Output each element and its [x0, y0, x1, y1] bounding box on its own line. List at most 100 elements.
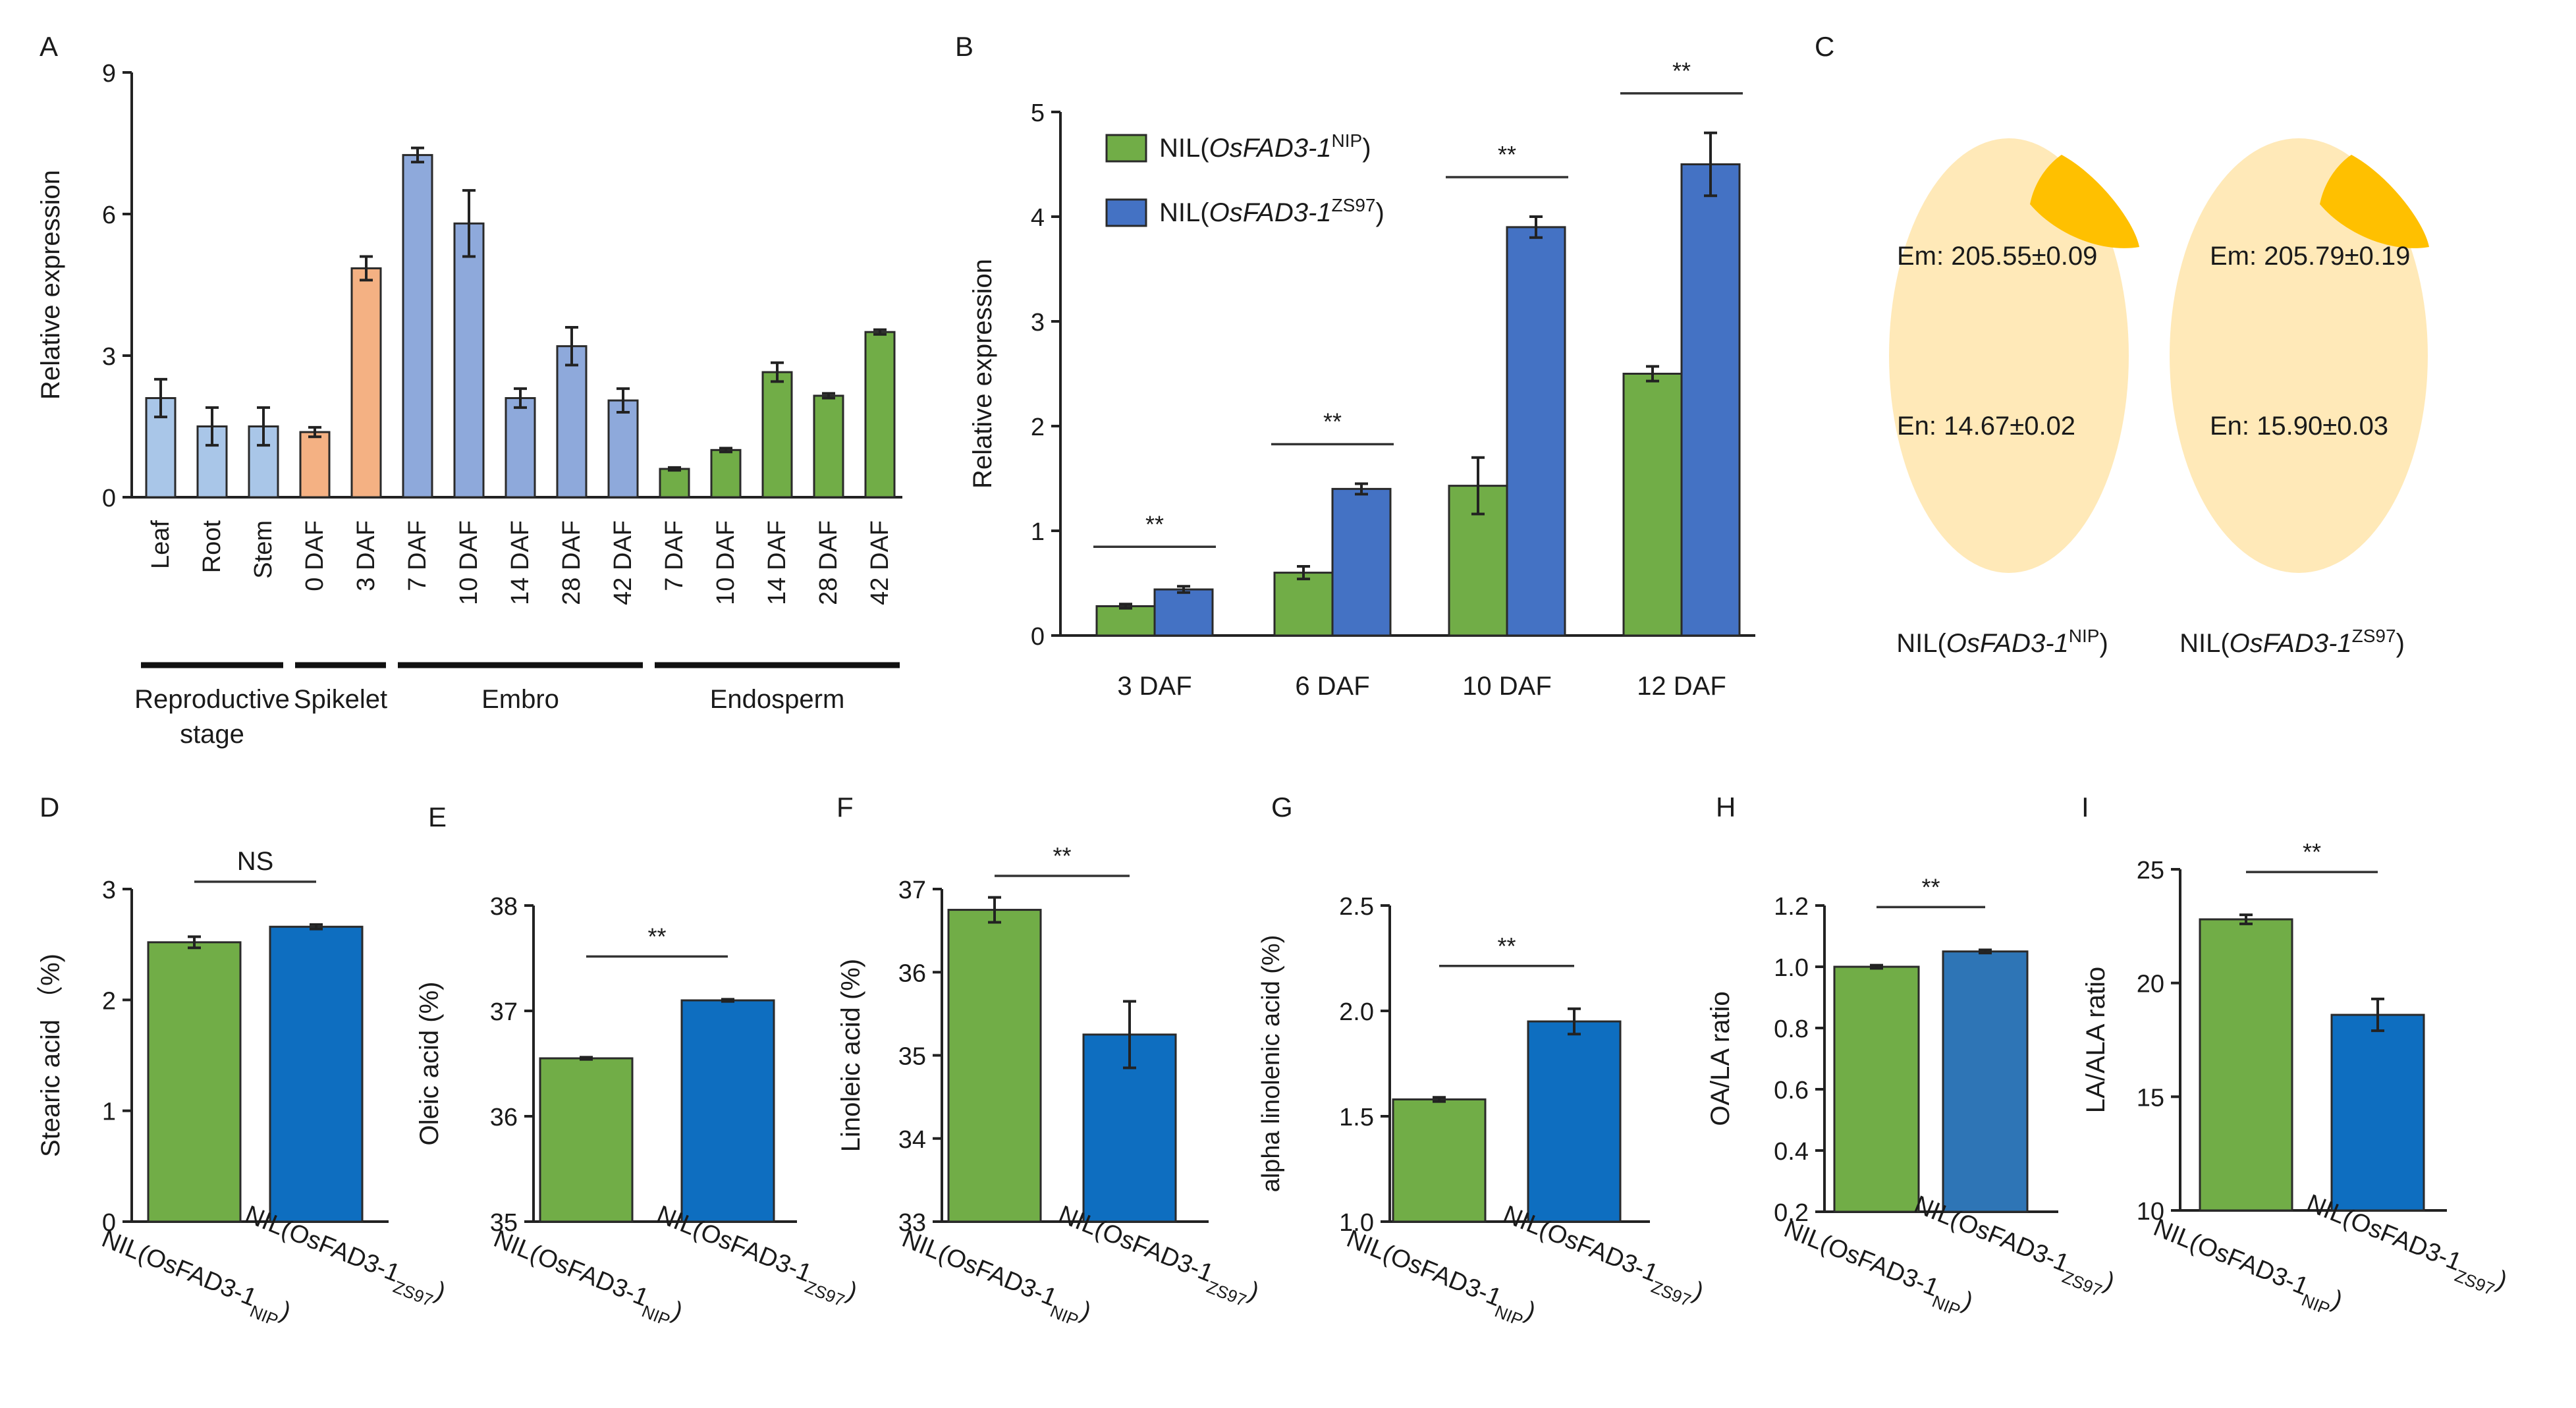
panel-e-bar	[539, 1057, 634, 1223]
panel-a-bar	[299, 431, 331, 499]
panel-a-x-tick-label: 28 DAF	[815, 520, 842, 605]
panel-b-bar	[1153, 588, 1214, 637]
panel-c-seed-label: NIL(OsFAD3-1ZS97)	[2179, 626, 2405, 659]
panel-i-y-tick-label: 25	[2137, 857, 2164, 884]
panel-f-y-tick-label: 33	[898, 1209, 926, 1237]
panel-f-x-tick-label: NIL(OsFAD3-1NIP)	[895, 1225, 1095, 1333]
panel-letter-f: F	[836, 792, 854, 823]
panel-letter-a: A	[40, 31, 58, 62]
panel-f-bar	[947, 909, 1042, 1223]
panel-b-significance: **	[1323, 408, 1342, 435]
panel-b-y-tick-label: 3	[1031, 309, 1045, 337]
panel-c-en-value: En: 14.67±0.02	[1897, 412, 2075, 441]
panel-h-y-tick-label: 0.8	[1774, 1015, 1809, 1043]
panel-c-em-value: Em: 205.55±0.09	[1897, 242, 2097, 271]
panel-b-legend-swatch	[1105, 198, 1147, 227]
panel-c-en-value: En: 15.90±0.03	[2210, 412, 2388, 441]
panel-b-x-tick-label: 10 DAF	[1462, 672, 1552, 701]
panel-d-y-tick-label: 3	[102, 877, 116, 904]
panel-b: 0 1 2 3 4 5 Relative expression 3 DAF ** 6 DAF ** 1…	[968, 57, 1755, 701]
panel-h-y-tick-label: 0.6	[1774, 1077, 1809, 1104]
panel-a-x-tick-label: 28 DAF	[558, 520, 586, 605]
panel-d-y-label: Stearic acid （%)	[36, 954, 65, 1157]
panel-e-x-tick-label: NIL(OsFAD3-1NIP)	[487, 1225, 686, 1333]
panel-g-significance: **	[1497, 933, 1516, 960]
panel-d-bar	[269, 925, 364, 1223]
panel-a-x-tick-label: Stem	[250, 520, 277, 579]
panel-g-x-tick-label: NIL(OsFAD3-1NIP)	[1340, 1225, 1539, 1333]
panel-letter-i: I	[2081, 792, 2089, 823]
panel-h-y-tick-label: 1.2	[1774, 893, 1809, 921]
panel-d-x-tick-label: NIL(OsFAD3-1NIP)	[95, 1225, 294, 1333]
panel-i-bar	[2199, 918, 2293, 1212]
panel-b-legend-label: NIL(OsFAD3-1ZS97)	[1159, 195, 1384, 228]
panel-e-y-tick-label: 35	[490, 1209, 518, 1237]
panel-h-y-tick-label: 0.2	[1774, 1199, 1809, 1227]
panel-b-x-tick-label: 3 DAF	[1117, 672, 1192, 701]
panel-a-x-tick-label: 0 DAF	[301, 520, 329, 591]
panel-c-seed	[2170, 138, 2428, 573]
panel-g-y-label: alpha linolenic acid (%)	[1257, 935, 1285, 1193]
panel-a-bar	[453, 222, 485, 499]
panel-a-x-tick-label: 10 DAF	[455, 520, 483, 605]
panel-f-y-tick-label: 35	[898, 1043, 926, 1071]
panel-a-bar	[505, 397, 536, 499]
panel-a: 0 3 6 9 Relative expression Leaf Root Stem 0 DAF…	[36, 60, 902, 749]
panel-g-bar	[1392, 1098, 1487, 1223]
panel-c-embryo	[2320, 155, 2429, 248]
panel-letter-g: G	[1271, 792, 1293, 823]
panel-b-bar	[1622, 373, 1683, 637]
panel-f-y-tick-label: 36	[898, 960, 926, 987]
panel-d-y-tick-label: 0	[102, 1209, 116, 1237]
panel-e-y-tick-label: 37	[490, 998, 518, 1026]
panel-b-x-tick-label: 12 DAF	[1637, 672, 1726, 701]
panel-a-x-tick-label: 7 DAF	[661, 520, 688, 591]
panel-h: 0.2 0.4 0.6 0.8 1.0 1.2 OA/LA ratio ** NIL(OsFAD…	[1706, 873, 2118, 1323]
panel-d-significance: NS	[237, 847, 274, 876]
panel-h-significance: **	[1921, 873, 1940, 900]
panel-b-y-tick-label: 4	[1031, 204, 1045, 232]
panel-a-y-tick-label: 3	[102, 343, 116, 371]
panel-e-y-tick-label: 38	[490, 893, 518, 921]
panel-g-y-tick-label: 1.5	[1339, 1104, 1374, 1131]
panel-a-bar	[761, 371, 793, 499]
panel-i-y-tick-label: 15	[2137, 1084, 2164, 1112]
panel-a-group-label: Spikelet	[294, 685, 387, 714]
panel-a-group-label: stage	[180, 720, 244, 749]
panel-f-y-tick-label: 37	[898, 877, 926, 904]
panel-letter-d: D	[40, 792, 59, 823]
panel-b-y-label: Relative expression	[968, 259, 997, 489]
panel-h-bar	[1833, 965, 1920, 1213]
panel-a-bar	[659, 468, 690, 499]
panel-d-y-tick-label: 1	[102, 1098, 116, 1126]
panel-letter-h: H	[1716, 792, 1736, 823]
panel-d-y-tick-label: 2	[102, 987, 116, 1015]
panel-e-bar	[680, 999, 775, 1223]
panel-f-y-label: Linoleic acid (%)	[836, 959, 865, 1152]
panel-b-bar	[1506, 226, 1566, 637]
panel-f: 33 34 35 36 37 Linoleic acid (%) ** NIL(OsFAD3-…	[836, 842, 1263, 1333]
panel-i-significance: **	[2303, 838, 2321, 865]
panel-a-x-tick-label: 10 DAF	[712, 520, 740, 605]
panel-a-y-label: Relative expression	[36, 170, 65, 400]
panel-g-y-tick-label: 1.0	[1339, 1209, 1374, 1237]
panel-i-y-tick-label: 10	[2137, 1198, 2164, 1226]
panel-a-x-tick-label: 42 DAF	[609, 520, 637, 605]
panel-h-x-tick-label: NIL(OsFAD3-1NIP)	[1777, 1215, 1977, 1323]
panel-a-x-tick-label: 3 DAF	[352, 520, 380, 591]
panel-a-bar	[864, 331, 896, 499]
panel-b-y-tick-label: 5	[1031, 99, 1045, 127]
panel-a-group-label: Endosperm	[710, 685, 845, 714]
panel-c: Em: 205.55±0.09 En: 14.67±0.02 NIL(OsFAD3-…	[1889, 138, 2429, 658]
panel-c-seed-label: NIL(OsFAD3-1NIP)	[1896, 626, 2108, 659]
panel-h-y-tick-label: 0.4	[1774, 1138, 1809, 1166]
panel-e-y-tick-label: 36	[490, 1104, 518, 1131]
panel-a-x-tick-label: Root	[198, 520, 226, 574]
panel-b-y-tick-label: 2	[1031, 414, 1045, 441]
panel-b-significance: **	[1145, 510, 1164, 537]
panel-d-bar	[147, 941, 242, 1223]
panel-h-y-label: OA/LA ratio	[1706, 991, 1735, 1126]
panel-a-bar	[607, 399, 639, 499]
